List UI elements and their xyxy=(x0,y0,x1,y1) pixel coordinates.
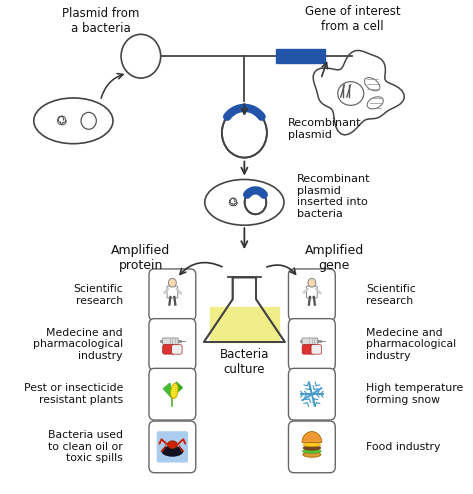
Text: Scientific
research: Scientific research xyxy=(366,284,416,306)
Text: Medecine and
pharmacological
industry: Medecine and pharmacological industry xyxy=(366,328,456,361)
FancyBboxPatch shape xyxy=(307,286,317,298)
Ellipse shape xyxy=(303,446,321,450)
FancyBboxPatch shape xyxy=(149,421,196,473)
Circle shape xyxy=(168,279,176,287)
FancyBboxPatch shape xyxy=(167,286,178,298)
Text: Food industry: Food industry xyxy=(366,442,440,452)
Bar xyxy=(276,49,325,63)
Text: Plasmid from
a bacteria: Plasmid from a bacteria xyxy=(61,7,139,36)
Polygon shape xyxy=(313,50,404,135)
Text: Recombinant
plasmid
inserted into
bacteria: Recombinant plasmid inserted into bacter… xyxy=(297,174,370,219)
Ellipse shape xyxy=(34,98,113,144)
Text: High temperature
forming snow: High temperature forming snow xyxy=(366,383,463,405)
Ellipse shape xyxy=(205,179,284,225)
Ellipse shape xyxy=(171,383,178,399)
Ellipse shape xyxy=(303,443,321,447)
FancyBboxPatch shape xyxy=(172,345,182,354)
Polygon shape xyxy=(164,383,172,399)
Ellipse shape xyxy=(167,441,177,449)
Text: Bacteria
culture: Bacteria culture xyxy=(219,348,269,376)
Ellipse shape xyxy=(302,449,321,453)
FancyBboxPatch shape xyxy=(289,369,335,420)
Text: Medecine and
pharmacological
industry: Medecine and pharmacological industry xyxy=(33,328,123,361)
Circle shape xyxy=(222,108,267,158)
FancyBboxPatch shape xyxy=(302,338,318,344)
FancyBboxPatch shape xyxy=(302,345,315,354)
Text: Scientific
research: Scientific research xyxy=(73,284,123,306)
Circle shape xyxy=(308,279,316,287)
FancyBboxPatch shape xyxy=(289,319,335,370)
Circle shape xyxy=(81,112,96,129)
FancyBboxPatch shape xyxy=(149,369,196,420)
Ellipse shape xyxy=(161,446,183,457)
FancyBboxPatch shape xyxy=(149,269,196,321)
Polygon shape xyxy=(210,307,279,342)
FancyBboxPatch shape xyxy=(163,345,175,354)
FancyBboxPatch shape xyxy=(163,338,178,344)
FancyBboxPatch shape xyxy=(289,269,335,321)
FancyBboxPatch shape xyxy=(289,421,335,473)
Circle shape xyxy=(245,190,266,214)
Text: Gene of interest
from a cell: Gene of interest from a cell xyxy=(305,5,400,34)
Ellipse shape xyxy=(303,452,321,457)
FancyBboxPatch shape xyxy=(311,345,322,354)
FancyBboxPatch shape xyxy=(157,431,188,462)
Circle shape xyxy=(121,35,161,78)
Text: Pest or insecticide
resistant plants: Pest or insecticide resistant plants xyxy=(24,383,123,405)
Wedge shape xyxy=(302,432,322,443)
Text: Amplified
gene: Amplified gene xyxy=(305,244,364,272)
FancyBboxPatch shape xyxy=(149,319,196,370)
Text: Recombinant
plasmid: Recombinant plasmid xyxy=(288,118,361,140)
Text: Amplified
protein: Amplified protein xyxy=(111,244,170,272)
Text: Bacteria used
to clean oil or
toxic spills: Bacteria used to clean oil or toxic spil… xyxy=(48,430,123,463)
Polygon shape xyxy=(172,382,182,397)
